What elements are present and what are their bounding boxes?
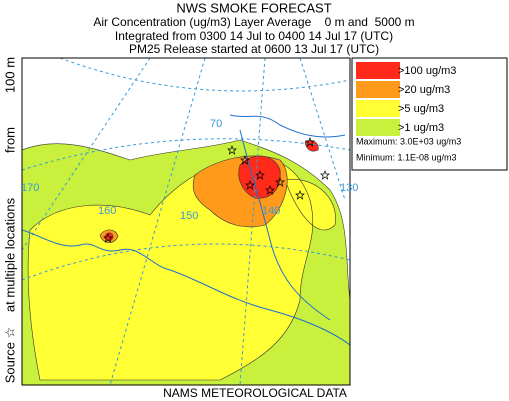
source-marker bbox=[265, 185, 275, 195]
source-marker bbox=[245, 180, 255, 190]
legend-swatch bbox=[356, 62, 400, 79]
source-marker bbox=[227, 145, 237, 155]
source-marker bbox=[255, 170, 265, 180]
source-label: at multiple locations bbox=[2, 197, 17, 312]
graticule-label: 130 bbox=[340, 182, 358, 194]
source-label: 100 m bbox=[2, 57, 17, 93]
source-marker bbox=[275, 177, 285, 187]
legend-swatch bbox=[356, 100, 400, 117]
legend-swatch bbox=[356, 81, 400, 98]
legend-max: Maximum: 3.0E+03 ug/m3 bbox=[356, 136, 461, 146]
subtitle: PM25 Release started at 0600 13 Jul 17 (… bbox=[129, 42, 379, 56]
legend-box bbox=[351, 57, 508, 171]
legend-min: Minimum: 1.1E-08 ug/m3 bbox=[356, 152, 457, 162]
coastline bbox=[22, 114, 350, 346]
legend-label: >5 ug/m3 bbox=[398, 103, 444, 115]
source-marker bbox=[295, 190, 305, 200]
source-marker bbox=[305, 137, 315, 147]
source-marker bbox=[240, 155, 250, 165]
map-frame bbox=[21, 57, 351, 386]
graticule-label: 170 bbox=[21, 182, 39, 194]
graticule-label: 140 bbox=[262, 205, 280, 217]
subtitle: Integrated from 0300 14 Jul to 0400 14 J… bbox=[115, 29, 393, 43]
graticule-label: 150 bbox=[180, 210, 198, 222]
graticule-label: 160 bbox=[98, 205, 116, 217]
source-label: from bbox=[2, 127, 17, 153]
source-marker bbox=[103, 233, 113, 243]
subtitle: Air Concentration (ug/m3) Layer Average … bbox=[93, 15, 414, 29]
legend-swatch bbox=[356, 119, 400, 136]
footer: NAMS METEOROLOGICAL DATA bbox=[163, 386, 347, 400]
legend-label: >1 ug/m3 bbox=[398, 122, 444, 134]
legend-label: >20 ug/m3 bbox=[398, 84, 450, 96]
title: NWS SMOKE FORECAST bbox=[176, 0, 331, 15]
map-area bbox=[22, 58, 350, 385]
legend-label: >100 ug/m3 bbox=[398, 65, 456, 77]
source-label: Source ☆ bbox=[2, 327, 17, 383]
source-marker bbox=[320, 170, 330, 180]
graticule-label: 70 bbox=[210, 118, 222, 130]
graticule bbox=[22, 58, 350, 385]
